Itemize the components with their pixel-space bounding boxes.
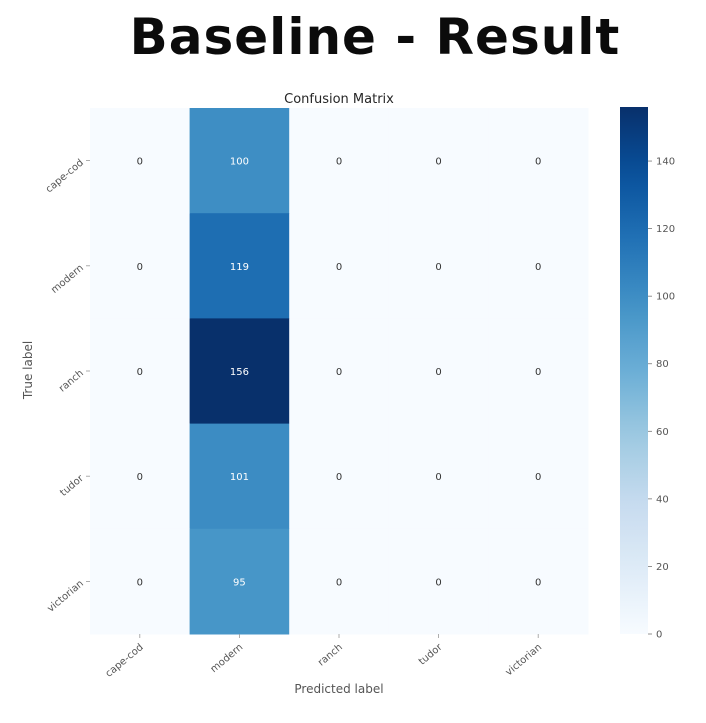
heatmap-cell (90, 108, 191, 214)
heatmap-cell (388, 423, 489, 530)
colorbar-tick-label: 20 (656, 562, 669, 573)
x-axis-ticks: cape-cod modern ranch tudor victorian (104, 634, 544, 680)
x-tick-label: tudor (417, 641, 445, 667)
cell-value-label: 0 (435, 157, 441, 168)
y-tick-label: cape-cod (44, 157, 86, 195)
cell-value-label: 0 (336, 577, 342, 588)
heatmap-cell (488, 108, 589, 214)
heatmap-cell (189, 318, 290, 425)
heatmap-cell (289, 213, 390, 319)
cell-value-label: 0 (535, 367, 541, 378)
x-tick-label: cape-cod (104, 642, 146, 680)
x-axis-label: Predicted label (294, 682, 383, 696)
heatmap-cell (289, 528, 390, 635)
colorbar-tick-label: 60 (656, 427, 669, 438)
cell-value-label: 95 (233, 577, 246, 588)
heatmap-cell (90, 318, 191, 425)
heatmap-cell (488, 318, 589, 425)
heatmap-cell (90, 213, 191, 319)
cell-value-label: 0 (535, 262, 541, 273)
heatmap-cell (388, 108, 489, 214)
heatmap-cell (289, 423, 390, 530)
cell-value-label: 119 (230, 262, 249, 273)
x-tick-label: modern (209, 642, 246, 675)
colorbar-tick-label: 140 (656, 157, 675, 168)
heatmap-cell (189, 528, 290, 635)
y-axis-label: True label (21, 341, 35, 400)
y-tick-label: tudor (58, 473, 86, 499)
cell-value-label: 0 (535, 157, 541, 168)
heatmap-cell (289, 318, 390, 425)
colorbar-tick-label: 40 (656, 494, 669, 505)
x-tick-label: ranch (316, 642, 345, 669)
cell-value-label: 0 (336, 472, 342, 483)
colorbar (620, 107, 648, 634)
colorbar-tick-label: 80 (656, 359, 669, 370)
heatmap-cell (189, 213, 290, 319)
heatmap-cells (90, 108, 589, 635)
cell-value-label: 0 (137, 367, 143, 378)
cell-value-label: 0 (137, 262, 143, 273)
heatmap-cell (189, 423, 290, 530)
cell-value-label: 0 (535, 472, 541, 483)
colorbar-ticks: 0 20 40 60 80 100 120 140 (648, 157, 675, 641)
cell-value-label: 0 (435, 472, 441, 483)
heatmap-cell (488, 423, 589, 530)
x-tick-label: victorian (504, 642, 544, 678)
chart-title: Confusion Matrix (284, 92, 394, 107)
heatmap-cell-labels: 0 100 0 0 0 0 119 0 0 0 0 156 0 0 0 0 101 0 0 0 0 95 0 0 0 (137, 157, 542, 589)
y-tick-label: ranch (57, 368, 86, 395)
cell-value-label: 0 (336, 157, 342, 168)
colorbar-tick-label: 120 (656, 224, 675, 235)
cell-value-label: 101 (230, 472, 249, 483)
cell-value-label: 0 (435, 262, 441, 273)
cell-value-label: 0 (435, 577, 441, 588)
colorbar-tick-label: 100 (656, 292, 675, 303)
cell-value-label: 0 (535, 577, 541, 588)
heatmap-cell (488, 213, 589, 319)
heatmap-cell (189, 108, 290, 214)
colorbar-tick-label: 0 (656, 630, 662, 641)
cell-value-label: 156 (230, 367, 249, 378)
heatmap-cell (388, 213, 489, 319)
y-tick-label: victorian (45, 578, 85, 614)
cell-value-label: 100 (230, 157, 249, 168)
heatmap-cell (488, 528, 589, 635)
heatmap-cell (90, 528, 191, 635)
page-title: Baseline - Result (129, 8, 621, 66)
cell-value-label: 0 (137, 577, 143, 588)
heatmap-cell (90, 423, 191, 530)
cell-value-label: 0 (336, 262, 342, 273)
y-axis-ticks: cape-cod modern ranch tudor victorian (44, 157, 90, 615)
y-tick-label: modern (49, 263, 86, 296)
heatmap-cell (289, 108, 390, 214)
heatmap-cell (388, 318, 489, 425)
cell-value-label: 0 (435, 367, 441, 378)
cell-value-label: 0 (137, 472, 143, 483)
heatmap-cell (388, 528, 489, 635)
cell-value-label: 0 (336, 367, 342, 378)
cell-value-label: 0 (137, 157, 143, 168)
